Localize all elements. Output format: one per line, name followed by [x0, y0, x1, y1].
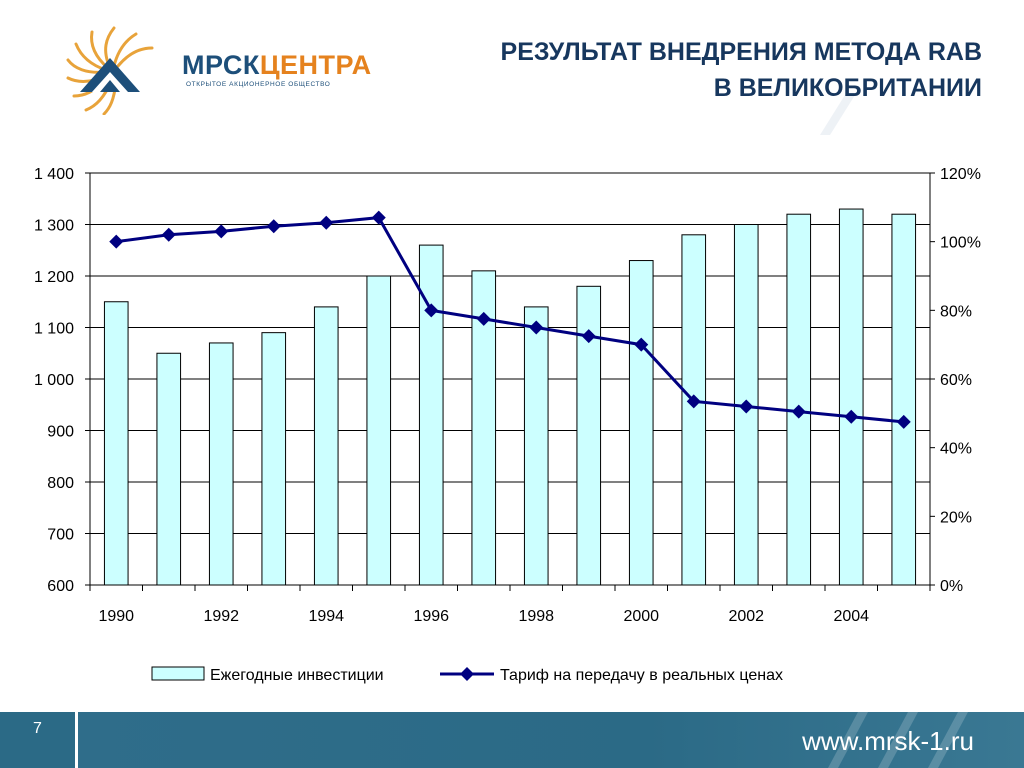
- tariff-point: [371, 210, 386, 225]
- x-tick-label: 2000: [623, 608, 659, 625]
- website-url[interactable]: www.mrsk-1.ru: [802, 726, 974, 756]
- x-tick-label: 1990: [98, 608, 134, 625]
- y2-tick-label: 120%: [940, 166, 981, 183]
- x-tick-label: 1996: [413, 608, 449, 625]
- tariff-point: [844, 409, 859, 424]
- tariff-point: [476, 311, 491, 326]
- tariff-point: [109, 234, 124, 249]
- y-tick-label: 800: [47, 475, 74, 492]
- logo-sun-icon: [66, 26, 154, 116]
- tariff-point: [529, 320, 544, 335]
- logo-text: МРСКЦЕНТРА: [182, 50, 372, 80]
- investment-bar: [313, 306, 339, 586]
- y-tick-label: 1 100: [34, 321, 74, 338]
- page-number-box: 7: [0, 712, 75, 768]
- investment-bar: [628, 260, 654, 586]
- investment-tariff-chart: 600 700 800 900 1 000 1 100 1 200 1 300 1 400 0% 2…: [34, 166, 981, 684]
- x-tick-label: 1998: [518, 608, 554, 625]
- investment-bar: [156, 352, 182, 586]
- legend-line-marker: [460, 667, 474, 681]
- investment-bar: [208, 342, 234, 586]
- y-tick-label: 1 000: [34, 372, 74, 389]
- tariff-point: [319, 215, 334, 230]
- y2-tick-label: 40%: [940, 441, 972, 458]
- y-tick-label: 900: [47, 424, 74, 441]
- tariff-line: [109, 210, 911, 429]
- y-tick-label: 600: [47, 578, 74, 595]
- legend-line-label: Тариф на передачу в реальных ценах: [500, 667, 783, 684]
- x-tick-label: 2004: [833, 608, 869, 625]
- tariff-point: [739, 399, 754, 414]
- page-title: РЕЗУЛЬТАТ ВНЕДРЕНИЯ МЕТОДА RAB В ВЕЛИКОБ…: [501, 34, 982, 106]
- chart-axes: [85, 172, 935, 591]
- tariff-polyline: [116, 216, 904, 424]
- logo-subtitle: ОТКРЫТОЕ АКЦИОНЕРНОЕ ОБЩЕСТВО: [186, 81, 331, 88]
- tariff-point: [896, 414, 911, 429]
- investment-bar: [786, 213, 812, 586]
- axis-labels: 600 700 800 900 1 000 1 100 1 200 1 300 1 400 0% 2…: [34, 166, 981, 625]
- investment-bar: [838, 208, 864, 586]
- tariff-point: [266, 219, 281, 234]
- tariff-point: [634, 337, 649, 352]
- title-line-1: РЕЗУЛЬТАТ ВНЕДРЕНИЯ МЕТОДА RAB: [500, 38, 982, 66]
- y2-tick-label: 20%: [940, 509, 972, 526]
- investment-bars: [103, 208, 917, 586]
- x-tick-label: 1992: [203, 608, 239, 625]
- investment-bar: [261, 332, 287, 586]
- tariff-point: [581, 329, 596, 344]
- footer: 7 www.mrsk-1.ru: [0, 712, 1024, 768]
- tariff-point: [424, 303, 439, 318]
- y-tick-label: 700: [47, 527, 74, 544]
- decorative-slash: [820, 95, 855, 135]
- investment-bar: [103, 301, 129, 586]
- tariff-point: [791, 404, 806, 419]
- y2-tick-label: 100%: [940, 235, 981, 252]
- investment-bar: [366, 275, 392, 586]
- y2-tick-label: 60%: [940, 372, 972, 389]
- investment-bar: [681, 234, 707, 586]
- x-tick-label: 2002: [728, 608, 764, 625]
- tariff-point: [686, 394, 701, 409]
- x-tick-label: 1994: [308, 608, 344, 625]
- y2-tick-label: 0%: [940, 578, 963, 595]
- company-logo: МРСКЦЕНТРА ОТКРЫТОЕ АКЦИОНЕРНОЕ ОБЩЕСТВО: [62, 20, 371, 116]
- legend-bar-swatch: [151, 666, 205, 681]
- y-tick-label: 1 300: [34, 218, 74, 235]
- page-number: 7: [33, 720, 42, 737]
- y2-tick-label: 80%: [940, 303, 972, 320]
- y-tick-label: 1 400: [34, 166, 74, 183]
- footer-bar: www.mrsk-1.ru: [78, 712, 1024, 768]
- legend-bar-label: Ежегодные инвестиции: [210, 667, 384, 684]
- tariff-point: [214, 224, 229, 239]
- investment-bar: [523, 306, 549, 586]
- tariff-point: [161, 227, 176, 242]
- y-tick-label: 1 200: [34, 269, 74, 286]
- investment-bar: [891, 213, 917, 586]
- title-line-2: В ВЕЛИКОБРИТАНИИ: [713, 74, 982, 102]
- chart-legend: Ежегодные инвестиции Тариф на передачу в …: [151, 666, 783, 684]
- footer-stripes: [828, 712, 968, 768]
